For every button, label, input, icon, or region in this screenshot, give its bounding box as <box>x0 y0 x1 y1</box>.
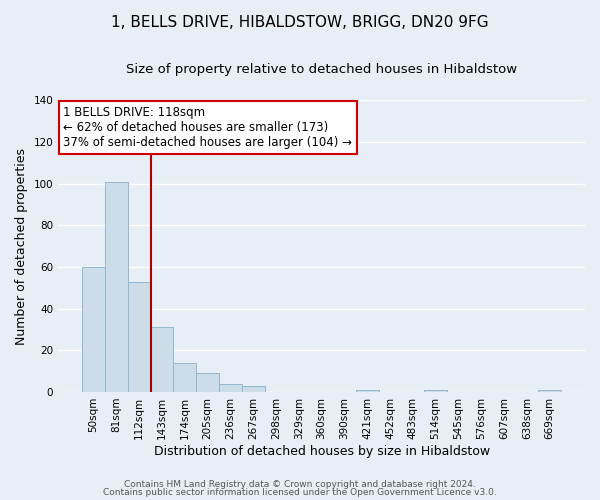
Bar <box>424 390 447 392</box>
Bar <box>242 386 265 392</box>
Y-axis label: Number of detached properties: Number of detached properties <box>15 148 28 344</box>
Text: 1 BELLS DRIVE: 118sqm
← 62% of detached houses are smaller (173)
37% of semi-det: 1 BELLS DRIVE: 118sqm ← 62% of detached … <box>64 106 352 149</box>
Bar <box>151 328 173 392</box>
Bar <box>219 384 242 392</box>
Bar <box>356 390 379 392</box>
Title: Size of property relative to detached houses in Hibaldstow: Size of property relative to detached ho… <box>126 62 517 76</box>
Bar <box>538 390 561 392</box>
Bar <box>173 363 196 392</box>
Text: Contains public sector information licensed under the Open Government Licence v3: Contains public sector information licen… <box>103 488 497 497</box>
Text: Contains HM Land Registry data © Crown copyright and database right 2024.: Contains HM Land Registry data © Crown c… <box>124 480 476 489</box>
X-axis label: Distribution of detached houses by size in Hibaldstow: Distribution of detached houses by size … <box>154 444 490 458</box>
Bar <box>82 267 105 392</box>
Bar <box>128 282 151 392</box>
Text: 1, BELLS DRIVE, HIBALDSTOW, BRIGG, DN20 9FG: 1, BELLS DRIVE, HIBALDSTOW, BRIGG, DN20 … <box>111 15 489 30</box>
Bar <box>196 373 219 392</box>
Bar <box>105 182 128 392</box>
